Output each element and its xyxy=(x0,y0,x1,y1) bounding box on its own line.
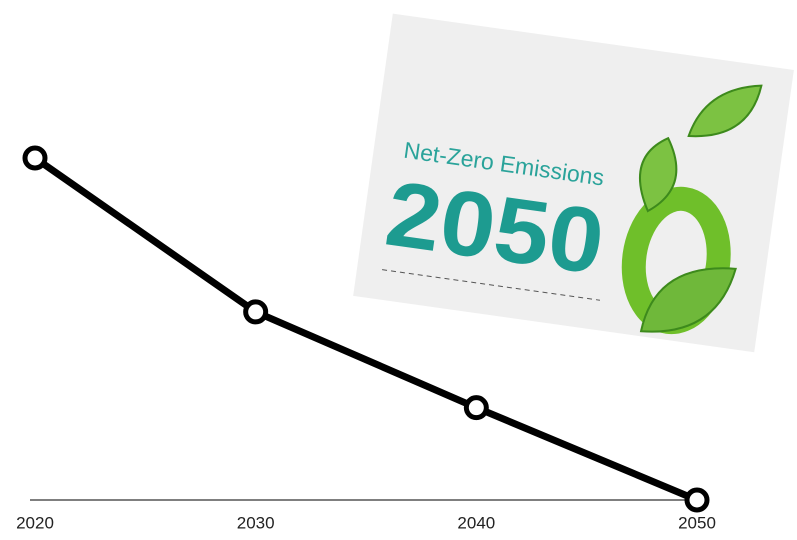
emissions-image: Net-Zero Emissions 2050 xyxy=(353,14,794,353)
point xyxy=(466,398,486,418)
x-tick-label: 2050 xyxy=(678,513,716,532)
point xyxy=(687,490,707,510)
x-tick-label: 2030 xyxy=(237,513,275,532)
point xyxy=(25,148,45,168)
x-tick-label: 2040 xyxy=(457,513,495,532)
page: Net-Zero Emissions 2050 2020 2030 2040 2050… xyxy=(0,0,797,540)
x-tick-label: 2020 xyxy=(16,513,54,532)
point xyxy=(246,302,266,322)
chart: Net-Zero Emissions 2050 2020 2030 2040 2050 xyxy=(0,0,797,540)
